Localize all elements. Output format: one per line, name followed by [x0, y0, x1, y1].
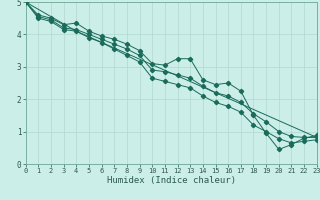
X-axis label: Humidex (Indice chaleur): Humidex (Indice chaleur): [107, 176, 236, 185]
